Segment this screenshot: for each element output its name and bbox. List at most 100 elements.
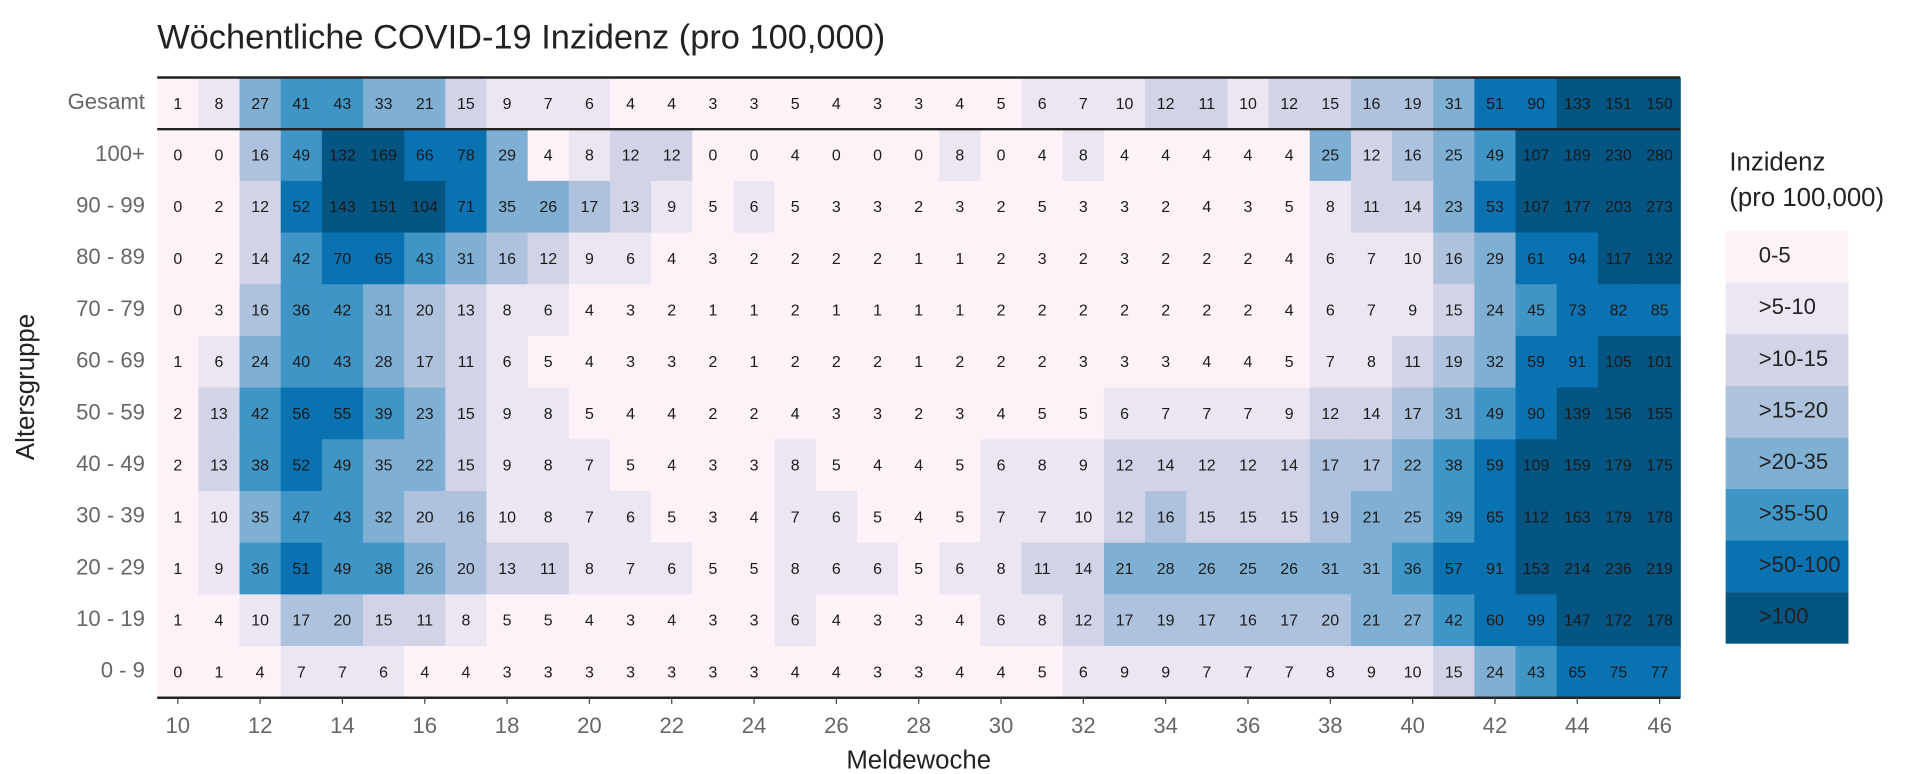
cell-label: 6: [997, 613, 1006, 630]
heatmap-cell: [939, 594, 982, 647]
x-tick-label: 10: [166, 713, 191, 738]
heatmap-cell: [486, 77, 529, 130]
x-tick-label: 46: [1647, 713, 1672, 738]
cell-label: 3: [955, 406, 964, 423]
cell-label: 11: [1199, 96, 1216, 113]
cell-label: 31: [1445, 406, 1463, 423]
cell-label: 1: [832, 303, 841, 320]
heatmap-cell: [280, 646, 323, 699]
heatmap-cell: [733, 180, 776, 234]
heatmap-cell: [198, 387, 241, 440]
cell-label: 133: [1564, 96, 1591, 113]
heatmap-cell: [1597, 284, 1640, 337]
heatmap-cell: [1062, 77, 1105, 130]
cell-label: 3: [708, 251, 717, 268]
cell-label: 179: [1605, 458, 1632, 475]
heatmap-cell: [280, 439, 323, 492]
heatmap-cell: [1639, 232, 1681, 285]
cell-label: 7: [626, 561, 635, 578]
heatmap-cell: [856, 77, 899, 130]
heatmap-cell: [1433, 439, 1475, 492]
heatmap-cell: [239, 129, 282, 182]
heatmap-cell: [939, 77, 982, 130]
cell-label: 20: [334, 613, 352, 630]
cell-label: 6: [1326, 303, 1335, 320]
cell-label: 6: [791, 613, 800, 630]
cell-label: 153: [1523, 561, 1550, 578]
heatmap-cell: [1474, 129, 1517, 182]
cell-label: 12: [539, 251, 557, 268]
heatmap-cell: [815, 232, 858, 285]
heatmap-cell: [609, 594, 652, 647]
heatmap-cell: [198, 439, 241, 492]
cell-label: 70: [334, 251, 352, 268]
y-tick-label: 30 - 39: [76, 503, 145, 528]
cell-label: 3: [1120, 251, 1129, 268]
cell-label: 6: [832, 561, 841, 578]
cell-label: 214: [1564, 561, 1591, 578]
heatmap-cell: [980, 232, 1023, 285]
heatmap-cell: [1103, 180, 1146, 234]
heatmap-cell: [1268, 439, 1311, 492]
cell-label: 31: [1363, 561, 1381, 578]
cell-label: 4: [1202, 147, 1211, 164]
heatmap-cell: [1268, 490, 1311, 544]
heatmap-cell: [856, 439, 899, 492]
x-tick-label: 22: [659, 713, 684, 738]
heatmap-cell: [815, 594, 858, 647]
heatmap-cell: [1103, 129, 1146, 182]
heatmap-cell: [939, 542, 982, 595]
heatmap-cell: [1145, 335, 1187, 389]
heatmap-cell: [1639, 542, 1681, 595]
cell-label: 59: [1527, 354, 1545, 371]
heatmap-cell: [568, 129, 611, 182]
heatmap-cell: [527, 335, 570, 389]
heatmap-cell: [1227, 335, 1270, 389]
heatmap-cell: [939, 439, 982, 492]
heatmap-cell: [239, 335, 282, 389]
cell-label: 3: [1120, 199, 1129, 216]
cell-label: 27: [1404, 613, 1422, 630]
cell-label: 3: [708, 664, 717, 681]
cell-label: 10: [498, 509, 516, 526]
heatmap-cell: [774, 542, 817, 595]
cell-label: 17: [416, 354, 434, 371]
heatmap-cell: [321, 542, 364, 595]
cell-label: 49: [1486, 147, 1504, 164]
legend-swatch: [1725, 282, 1849, 335]
cell-label: 3: [1079, 199, 1088, 216]
heatmap-cell: [568, 439, 611, 492]
heatmap-cell: [1515, 129, 1558, 182]
heatmap-cell: [445, 77, 488, 130]
cell-label: 36: [292, 303, 310, 320]
heatmap-cell: [1433, 594, 1475, 647]
cell-label: 0: [832, 147, 841, 164]
cell-label: 6: [379, 664, 388, 681]
cell-label: 2: [750, 406, 759, 423]
heatmap-cell: [1474, 180, 1517, 234]
heatmap-cell: [363, 387, 405, 440]
cell-label: 8: [1079, 147, 1088, 164]
heatmap-cell: [692, 77, 735, 130]
heatmap-cell: [1021, 490, 1064, 544]
cell-label: 2: [708, 354, 717, 371]
heatmap-cell: [1186, 77, 1229, 130]
heatmap-cell: [321, 284, 364, 337]
heatmap-cell: [1309, 335, 1352, 389]
heatmap-cell: [609, 284, 652, 337]
heatmap-cell: [1392, 335, 1434, 389]
heatmap-cell: [1186, 594, 1229, 647]
cell-label: 99: [1527, 613, 1545, 630]
cell-label: 3: [708, 613, 717, 630]
heatmap-cell: [1103, 542, 1146, 595]
cell-label: 7: [297, 664, 306, 681]
cell-label: 16: [1363, 96, 1381, 113]
cell-label: 0: [215, 147, 224, 164]
cell-label: 5: [626, 458, 635, 475]
heatmap-cell: [363, 284, 405, 337]
heatmap-cell: [198, 77, 241, 130]
cell-label: 73: [1568, 303, 1586, 320]
heatmap-cell: [1227, 594, 1270, 647]
heatmap-cell: [1392, 387, 1434, 440]
cell-label: 178: [1646, 613, 1673, 630]
